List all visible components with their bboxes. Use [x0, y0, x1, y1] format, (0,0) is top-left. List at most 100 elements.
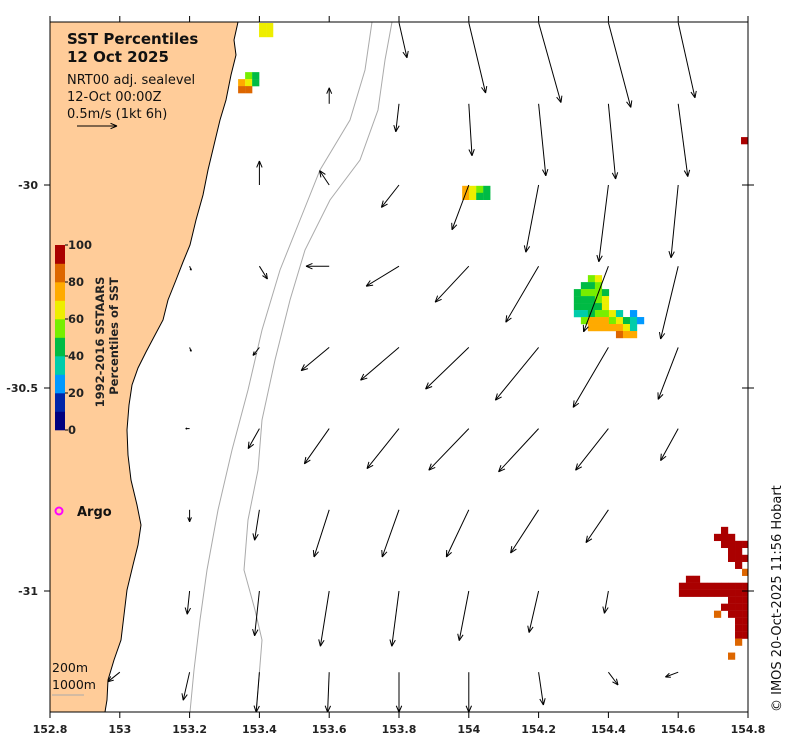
colorbar-swatch — [55, 393, 65, 412]
sst-cell — [735, 596, 743, 604]
sst-cell — [259, 29, 267, 38]
current-vector — [608, 671, 619, 686]
current-vector — [677, 22, 697, 99]
bathymetry-1000m-contour — [189, 22, 373, 712]
sst-cell — [678, 589, 687, 597]
sst-cell — [735, 561, 743, 569]
colorbar-tick-label: 80 — [68, 275, 84, 289]
bathy-legend-200m: 200m — [52, 660, 88, 675]
sst-cell — [601, 317, 610, 325]
sst-cell — [742, 582, 748, 590]
current-vector — [189, 347, 192, 352]
sst-cell — [742, 596, 748, 604]
current-vector — [457, 590, 470, 641]
sst-cell — [692, 582, 701, 590]
sst-cell — [601, 324, 610, 332]
current-vector — [252, 590, 260, 637]
x-tick-label: 153.2 — [172, 723, 207, 736]
current-vector — [451, 184, 470, 231]
x-tick-label: 153 — [108, 723, 131, 736]
sst-cell — [728, 652, 736, 660]
sst-cell — [699, 589, 708, 597]
sst-cell — [580, 296, 589, 304]
sst-cell — [735, 582, 743, 590]
current-vector — [538, 672, 546, 706]
sst-cell — [742, 589, 748, 597]
info-source: NRT00 adj. sealevel — [67, 73, 195, 88]
bathy-legend-1000m: 1000m — [52, 677, 96, 692]
x-tick-label: 153.6 — [312, 723, 347, 736]
sst-cell — [601, 303, 610, 311]
sst-cell — [735, 540, 743, 549]
current-vectors — [107, 22, 697, 712]
current-vector — [607, 22, 633, 108]
current-vector — [381, 509, 400, 558]
sst-cell — [728, 610, 736, 618]
current-vector — [510, 509, 540, 554]
sst-cell — [462, 185, 470, 194]
current-vector — [468, 22, 488, 94]
sst-cell — [622, 317, 631, 325]
info-scale: 0.5m/s (1kt 6h) — [67, 107, 167, 122]
current-vector — [657, 347, 679, 400]
current-vector — [677, 103, 691, 177]
current-vector — [538, 22, 563, 103]
sst-cell — [685, 575, 694, 583]
sst-cell — [252, 72, 260, 80]
sst-cell — [238, 86, 246, 94]
sst-cell — [601, 296, 610, 304]
current-vector — [326, 87, 333, 104]
sst-cell — [615, 324, 624, 332]
sst-cell — [735, 610, 743, 618]
sst-cell — [728, 582, 736, 590]
sst-cell — [245, 79, 253, 87]
current-vector — [665, 671, 679, 678]
colorbar-tick-label: 40 — [68, 349, 84, 363]
sst-cell — [469, 192, 477, 200]
sst-cell — [580, 289, 589, 297]
sst-cell — [713, 533, 722, 542]
sst-cell — [720, 603, 729, 611]
sst-cell — [587, 310, 596, 318]
sst-cell — [266, 23, 274, 31]
sst-cell — [735, 631, 743, 639]
current-vector — [398, 22, 409, 59]
sst-cell — [476, 192, 484, 200]
argo-label: Argo — [77, 505, 112, 520]
axes: 152.8 153 153.2 153.4 153.6 153.8 154 154.2 154.… — [6, 16, 765, 736]
current-vector — [395, 672, 403, 712]
sst-cell — [622, 324, 631, 332]
sst-cell — [252, 79, 260, 87]
colorbar-label-2: Percentiles of SST — [107, 277, 121, 395]
sst-cell — [742, 617, 748, 625]
current-vector — [465, 672, 472, 712]
sst-cell — [266, 29, 274, 38]
sst-cell — [728, 603, 736, 611]
sst-cell — [608, 324, 617, 332]
sst-cell — [728, 554, 736, 562]
current-vector — [253, 672, 260, 712]
sst-cell — [580, 310, 589, 318]
sst-cell — [728, 547, 736, 556]
sst-cell — [608, 310, 617, 318]
current-vector — [319, 170, 330, 186]
x-tick-label: 153.4 — [242, 723, 277, 736]
sst-cell — [735, 589, 743, 597]
current-vector — [527, 590, 540, 633]
sst-cell — [587, 303, 596, 311]
sst-cell — [728, 540, 736, 549]
colorbar-swatch — [55, 337, 65, 357]
colorbar-swatch — [55, 282, 65, 301]
sst-cell — [594, 324, 603, 332]
sst-cell — [629, 310, 638, 318]
credit-text: © IMOS 20-Oct-2025 11:56 Hobart — [770, 485, 785, 712]
current-vector — [660, 428, 679, 461]
colorbar-swatch — [55, 319, 65, 338]
sst-cell — [580, 282, 589, 290]
current-vector — [538, 103, 549, 177]
sst-cell — [462, 192, 470, 200]
current-vector — [428, 428, 470, 471]
sst-cell — [735, 624, 743, 632]
colorbar-tick-label: 100 — [68, 238, 92, 252]
sst-cell — [601, 289, 610, 297]
